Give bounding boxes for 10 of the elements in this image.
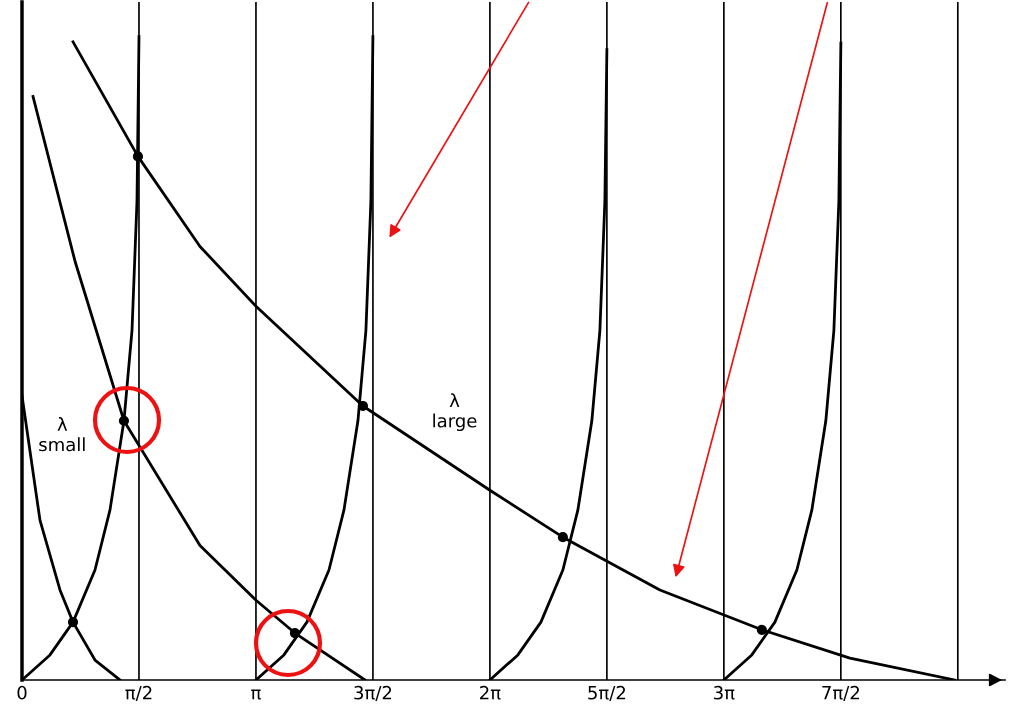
x-tick-label: 0 (17, 685, 27, 700)
x-tick-label: π (251, 689, 261, 700)
x-tick-label: 2π (480, 685, 501, 700)
x-tick-label: 7π/2 (822, 685, 859, 701)
x-tick-label: π/2 (125, 685, 152, 701)
annotation: λ small (39, 417, 85, 452)
annotation: λ large (433, 393, 477, 432)
x-tick-label: 3π (714, 685, 735, 700)
x-tick-label: 3π/2 (354, 685, 392, 701)
x-tick-label: 5π/2 (588, 685, 626, 701)
